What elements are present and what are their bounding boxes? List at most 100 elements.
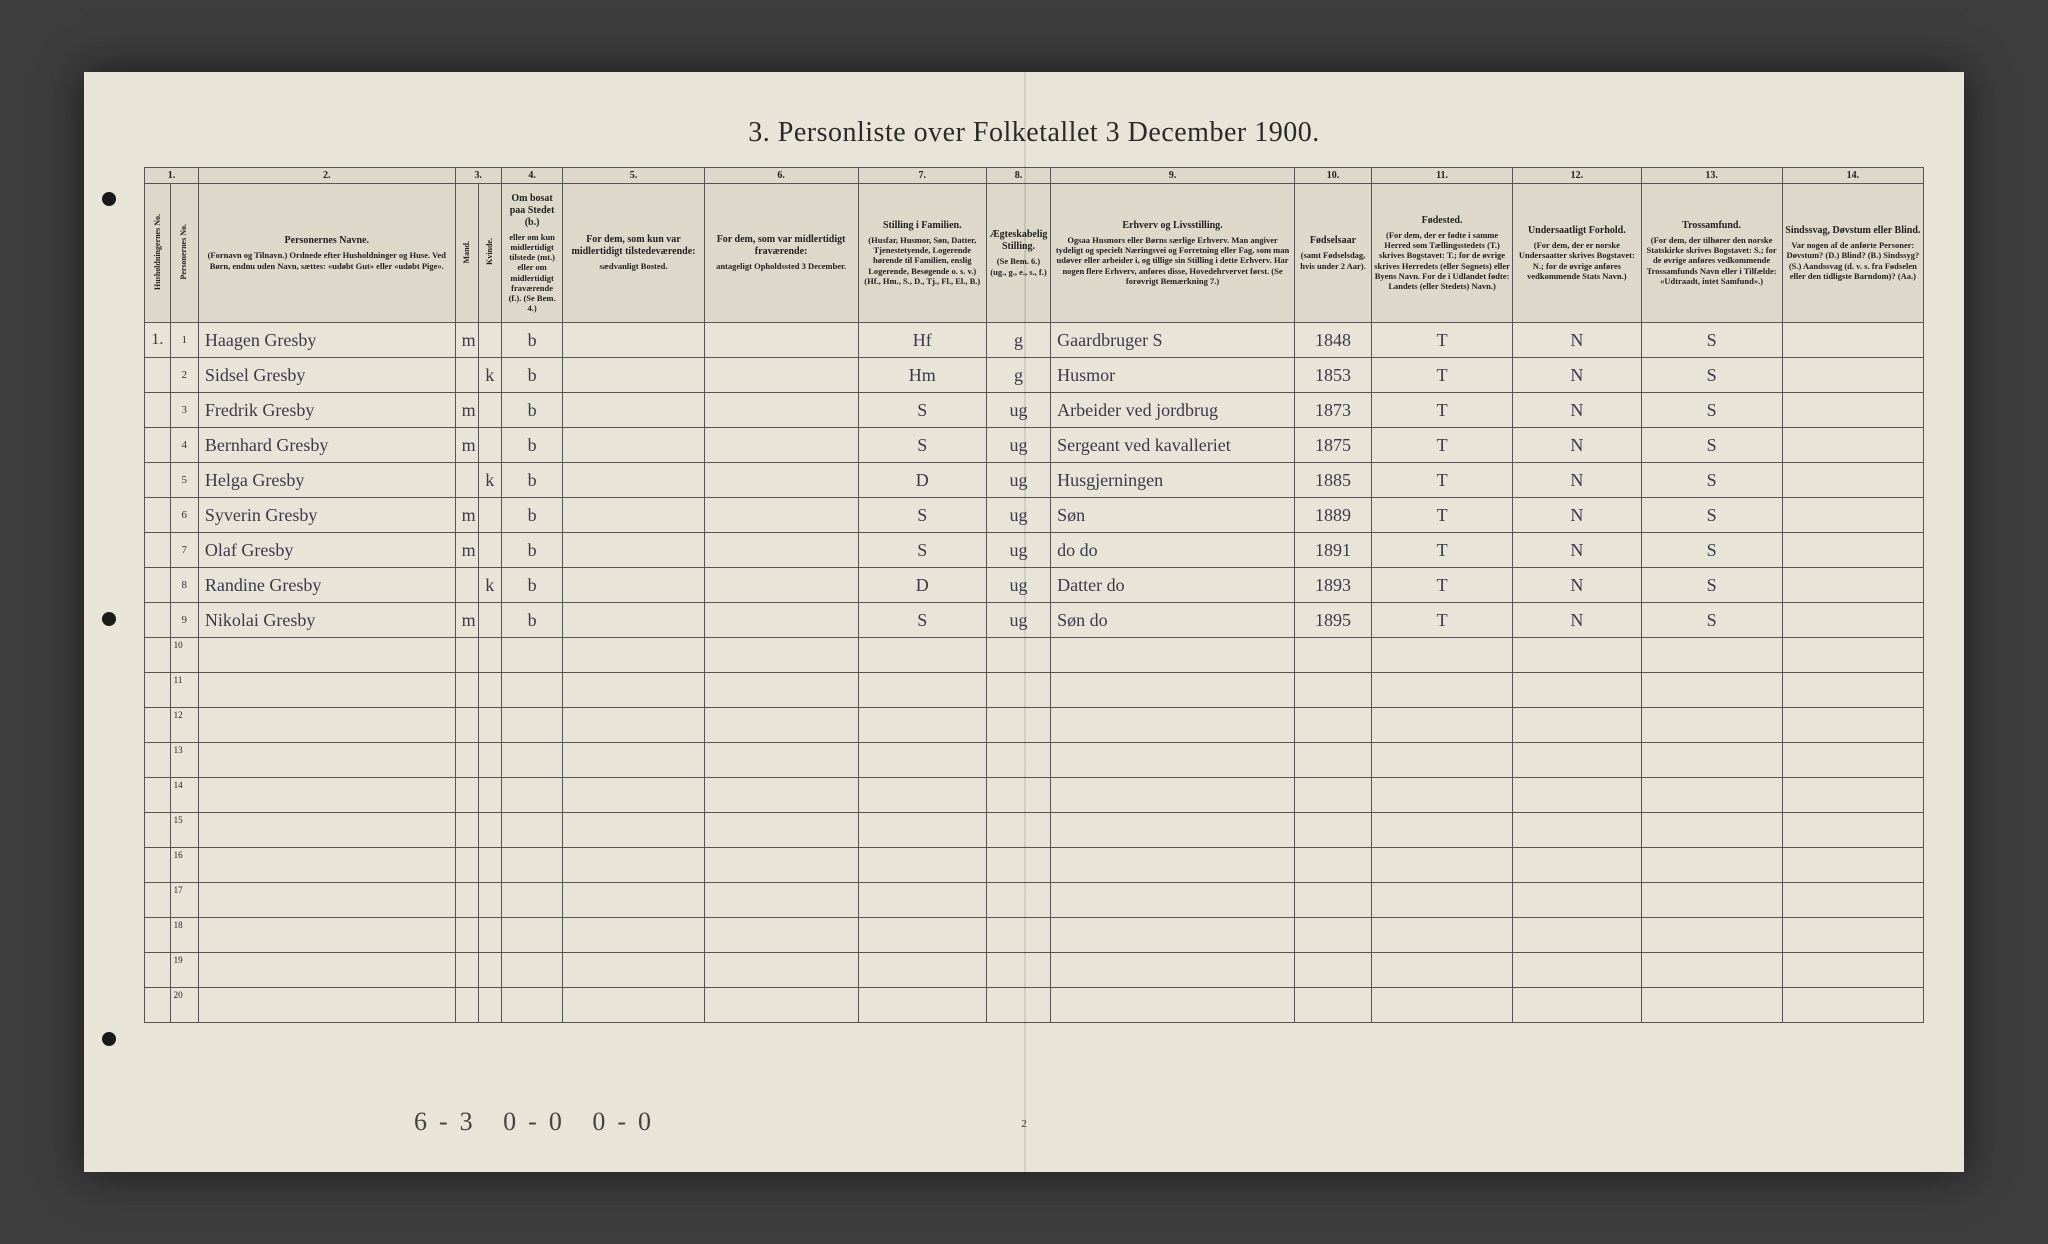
- cell-disability: [1782, 393, 1923, 428]
- cell-marital: ug: [986, 533, 1050, 568]
- header-temp-absent: For dem, som var midlertidigt fraværende…: [704, 184, 858, 323]
- cell-disability: [1782, 498, 1923, 533]
- cell-disability: [1782, 358, 1923, 393]
- cell-sex-k: k: [478, 568, 501, 603]
- cell-person-no: 3: [170, 393, 198, 428]
- header-residence: Om bosat paa Stedet (b.)eller om kun mid…: [501, 184, 563, 323]
- cell-temp-absent: [704, 393, 858, 428]
- cell-sex-m: m: [455, 603, 478, 638]
- cell-birthplace: T: [1371, 323, 1512, 358]
- census-page: 3. Personliste over Folketallet 3 Decemb…: [84, 72, 1964, 1172]
- header-birthyear: Fødselsaar(samt Fødselsdag, hvis under 2…: [1294, 184, 1371, 323]
- cell-empty: [145, 918, 171, 953]
- cell-birthplace: T: [1371, 358, 1512, 393]
- cell-residence: b: [501, 533, 563, 568]
- scan-frame: 3. Personliste over Folketallet 3 Decemb…: [0, 0, 2048, 1244]
- cell-person-no: 5: [170, 463, 198, 498]
- header-temp-present: For dem, som kun var midlertidigt tilste…: [563, 184, 704, 323]
- table-row-empty: 16: [145, 848, 1924, 883]
- table-row: 4Bernhard GresbymbSugSergeant ved kavall…: [145, 428, 1924, 463]
- cell-occupation: Husgjerningen: [1051, 463, 1295, 498]
- cell-residence: b: [501, 463, 563, 498]
- cell-person-no: 12: [170, 708, 198, 743]
- colnum: 10.: [1294, 168, 1371, 184]
- cell-religion: S: [1641, 393, 1782, 428]
- cell-household-no: [145, 533, 171, 568]
- page-number: 2: [1021, 1118, 1027, 1130]
- footer-tally: 6-3 0-0 0-0: [414, 1107, 663, 1137]
- cell-sex-m: m: [455, 393, 478, 428]
- cell-marital: ug: [986, 498, 1050, 533]
- cell-empty: [145, 638, 171, 673]
- table-row: 8Randine GresbykbDugDatter do1893TNS: [145, 568, 1924, 603]
- cell-religion: S: [1641, 498, 1782, 533]
- cell-name: Olaf Gresby: [198, 533, 455, 568]
- cell-sex-m: m: [455, 533, 478, 568]
- cell-empty: [145, 953, 171, 988]
- cell-temp-present: [563, 463, 704, 498]
- colnum: 12.: [1513, 168, 1641, 184]
- cell-household-no: [145, 393, 171, 428]
- cell-family-position: S: [858, 393, 986, 428]
- cell-empty: [145, 743, 171, 778]
- cell-person-no: 17: [170, 883, 198, 918]
- cell-occupation: Søn do: [1051, 603, 1295, 638]
- data-rows: 1.1Haagen GresbymbHfgGaardbruger S1848TN…: [145, 323, 1924, 638]
- colnum: 2.: [198, 168, 455, 184]
- cell-disability: [1782, 463, 1923, 498]
- cell-nationality: N: [1513, 498, 1641, 533]
- cell-occupation: Gaardbruger S: [1051, 323, 1295, 358]
- cell-birthyear: 1889: [1294, 498, 1371, 533]
- cell-temp-absent: [704, 498, 858, 533]
- cell-person-no: 1: [170, 323, 198, 358]
- cell-household-no: [145, 428, 171, 463]
- cell-birthplace: T: [1371, 428, 1512, 463]
- cell-household-no: [145, 498, 171, 533]
- table-row-empty: 15: [145, 813, 1924, 848]
- cell-name: Nikolai Gresby: [198, 603, 455, 638]
- cell-person-no: 9: [170, 603, 198, 638]
- cell-person-no: 6: [170, 498, 198, 533]
- table-row: 3Fredrik GresbymbSugArbeider ved jordbru…: [145, 393, 1924, 428]
- hole-icon: [102, 612, 116, 626]
- cell-sex-m: [455, 358, 478, 393]
- cell-person-no: 7: [170, 533, 198, 568]
- cell-birthyear: 1873: [1294, 393, 1371, 428]
- cell-sex-m: [455, 568, 478, 603]
- colnum: 6.: [704, 168, 858, 184]
- cell-residence: b: [501, 428, 563, 463]
- header-religion: Trossamfund.(For dem, der tilhører den n…: [1641, 184, 1782, 323]
- cell-family-position: S: [858, 428, 986, 463]
- cell-person-no: 18: [170, 918, 198, 953]
- cell-religion: S: [1641, 323, 1782, 358]
- cell-sex-k: [478, 533, 501, 568]
- colnum: 14.: [1782, 168, 1923, 184]
- cell-sex-k: [478, 393, 501, 428]
- cell-residence: b: [501, 393, 563, 428]
- header-birthplace: Fødested.(For dem, der er fødte i samme …: [1371, 184, 1512, 323]
- cell-temp-absent: [704, 533, 858, 568]
- header-person-no: Personernes No.: [170, 184, 198, 323]
- cell-religion: S: [1641, 463, 1782, 498]
- cell-sex-m: m: [455, 498, 478, 533]
- cell-disability: [1782, 603, 1923, 638]
- cell-empty: [145, 778, 171, 813]
- cell-person-no: 19: [170, 953, 198, 988]
- cell-residence: b: [501, 603, 563, 638]
- cell-marital: ug: [986, 568, 1050, 603]
- cell-temp-present: [563, 533, 704, 568]
- cell-nationality: N: [1513, 463, 1641, 498]
- cell-disability: [1782, 568, 1923, 603]
- cell-occupation: Arbeider ved jordbrug: [1051, 393, 1295, 428]
- cell-sex-m: [455, 463, 478, 498]
- table-row-empty: 12: [145, 708, 1924, 743]
- cell-empty: [145, 673, 171, 708]
- cell-family-position: D: [858, 568, 986, 603]
- table-row: 1.1Haagen GresbymbHfgGaardbruger S1848TN…: [145, 323, 1924, 358]
- cell-empty: [145, 813, 171, 848]
- cell-residence: b: [501, 323, 563, 358]
- cell-person-no: 4: [170, 428, 198, 463]
- colnum: 9.: [1051, 168, 1295, 184]
- cell-sex-k: [478, 323, 501, 358]
- cell-birthyear: 1853: [1294, 358, 1371, 393]
